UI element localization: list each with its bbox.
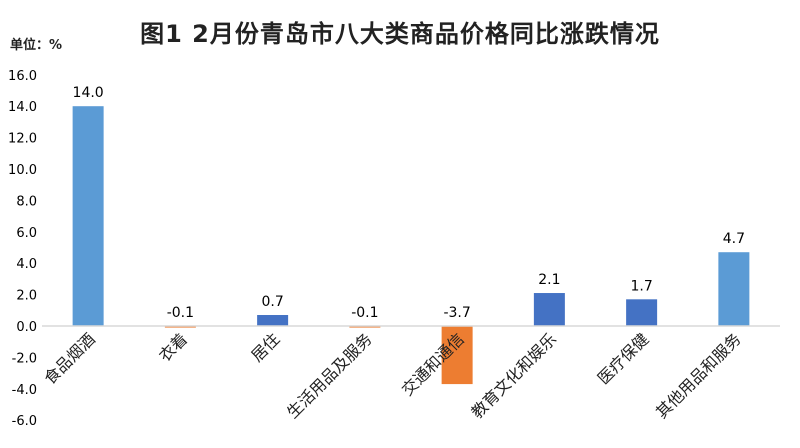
data-label: -3.7 (443, 305, 470, 321)
data-label: 4.7 (723, 231, 745, 247)
data-label: 2.1 (538, 272, 560, 288)
y-tick-label: 14.0 (8, 100, 37, 115)
chart-title: 图1 2月份青岛市八大类商品价格同比涨跌情况 (140, 20, 660, 48)
data-label: 14.0 (73, 85, 104, 101)
y-tick-label: -2.0 (12, 351, 37, 366)
bar (626, 299, 658, 326)
y-tick-label: 6.0 (16, 226, 37, 241)
bar (164, 326, 196, 328)
x-category-label: 食品烟酒 (40, 329, 99, 388)
x-category-label: 医疗保健 (594, 329, 653, 388)
x-category-label: 教育文化和娱乐 (468, 329, 561, 422)
y-tick-label: -4.0 (12, 383, 37, 398)
bar (72, 106, 104, 326)
data-label: -0.1 (351, 305, 378, 321)
bar (718, 252, 750, 326)
y-tick-label: 0.0 (16, 320, 37, 335)
bar (533, 293, 565, 326)
y-tick-label: 2.0 (16, 289, 37, 304)
y-tick-label: -6.0 (12, 414, 37, 429)
y-tick-label: 16.0 (8, 69, 37, 84)
x-category-label: 衣着 (155, 329, 191, 365)
y-tick-label: 8.0 (16, 194, 37, 209)
y-tick-label: 10.0 (8, 163, 37, 178)
bar (257, 315, 289, 326)
data-label: 1.7 (630, 278, 652, 294)
x-category-label: 居住 (247, 329, 283, 365)
bar (441, 326, 473, 385)
unit-label: 单位：% (10, 38, 63, 53)
y-tick-label: 12.0 (8, 132, 37, 147)
x-category-label: 生活用品及服务 (283, 329, 376, 422)
data-label: -0.1 (167, 305, 194, 321)
bar (349, 326, 381, 328)
data-label: 0.7 (261, 294, 283, 310)
x-category-label: 其他用品和服务 (652, 329, 745, 422)
y-tick-label: 4.0 (16, 257, 37, 272)
